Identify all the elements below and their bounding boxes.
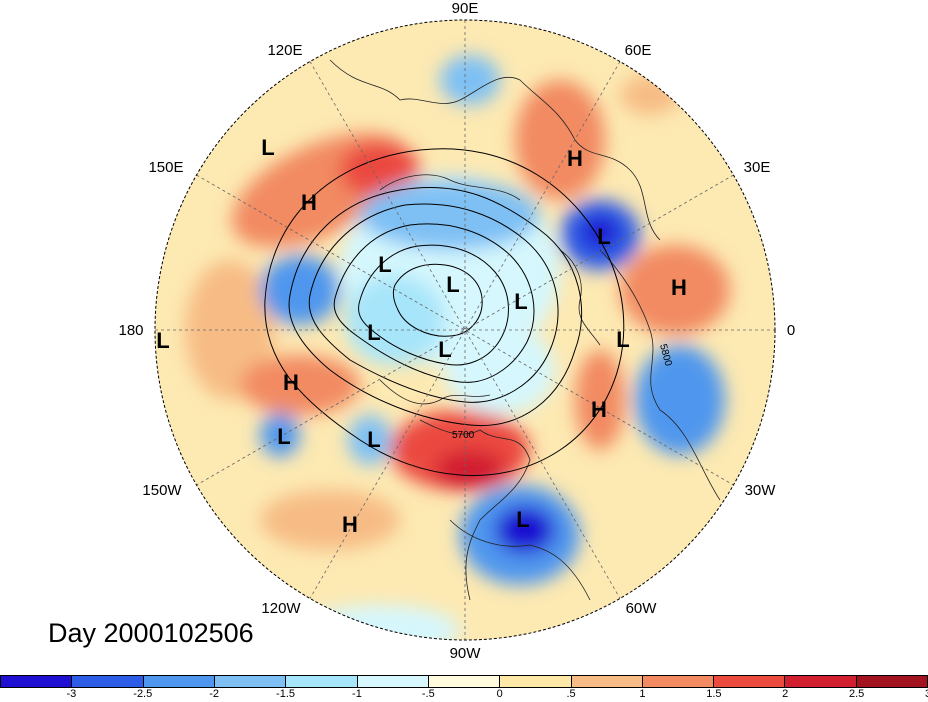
low-center: L: [367, 427, 380, 452]
colorbar-tick-label: .5: [566, 688, 576, 700]
colorbar-tick-label: 2: [782, 688, 789, 700]
colorbar-tick-label: -1.5: [276, 688, 296, 700]
map-title: Day 2000102506: [48, 618, 254, 648]
low-center: L: [156, 328, 169, 353]
colorbar-swatch: [357, 676, 429, 687]
high-center: H: [283, 370, 299, 395]
colorbar-swatch: [642, 676, 715, 687]
contour-label-5700: 5700: [452, 430, 475, 441]
colorbar-swatch: [214, 676, 287, 687]
colorbar-swatch: [286, 676, 358, 687]
high-center: H: [301, 190, 317, 215]
colorbar-tick-label: -3: [66, 688, 77, 700]
lon-label-150e: 150E: [148, 159, 183, 176]
colorbar-swatch: [1, 676, 73, 687]
lon-label-180: 180: [118, 322, 143, 339]
colorbar: [0, 675, 928, 688]
coastlines: [329, 59, 721, 601]
high-center: H: [671, 275, 687, 300]
high-center: H: [342, 512, 358, 537]
lon-label-150w: 150W: [142, 482, 182, 499]
colorbar-swatch: [72, 676, 144, 687]
lon-label-90w: 90W: [450, 645, 482, 662]
colorbar-swatch: [785, 676, 857, 687]
colorbar-swatch: [428, 676, 501, 687]
lon-label-60e: 60E: [625, 42, 652, 59]
colorbar-tick-label: -.5: [421, 688, 435, 700]
lon-label-30w: 30W: [745, 482, 777, 499]
longitude-labels: 90E 60E 120E 30E 150E 0 180 30W 150W 60W…: [118, 0, 795, 662]
lon-label-90e: 90E: [452, 0, 479, 17]
colorbar-tick-label: -1: [352, 688, 362, 700]
lon-label-120e: 120E: [267, 42, 302, 59]
colorbar-tick-label: 2.5: [848, 688, 865, 700]
lon-label-0: 0: [787, 322, 795, 339]
colorbar-tick-label: 3: [925, 688, 928, 700]
low-center: L: [516, 507, 529, 532]
lon-label-60w: 60W: [626, 600, 658, 617]
geopotential-contours: [264, 148, 625, 476]
pressure-centers: L H H L L L L H L L L L H H L L H L: [156, 135, 687, 537]
colorbar-tick-label: -2.5: [133, 688, 153, 700]
low-center: L: [438, 337, 451, 362]
low-center: L: [261, 135, 274, 160]
colorbar-tick-label: 0: [496, 688, 503, 700]
colorbar-swatch: [500, 676, 572, 687]
lon-label-30e: 30E: [744, 159, 771, 176]
map-boundary: [154, 19, 776, 641]
colorbar-tick-label: 1.5: [706, 688, 722, 700]
colorbar-tick-label: -2: [209, 688, 220, 700]
lon-label-120w: 120W: [261, 600, 301, 617]
low-center: L: [367, 320, 380, 345]
low-center: L: [446, 272, 459, 297]
graticule: [155, 20, 775, 640]
colorbar-swatch: [714, 676, 786, 687]
low-center: L: [378, 252, 391, 277]
high-center: H: [591, 397, 607, 422]
colorbar-swatch: [571, 676, 643, 687]
anomaly-field: [155, 20, 775, 640]
colorbar-tick-label: 1: [639, 688, 646, 700]
colorbar-ticks: -3 -2.5 -2 -1.5 -1 -.5 0 .5 1 1.5 2 2.5 3: [0, 688, 928, 702]
high-center: H: [567, 146, 583, 171]
low-center: L: [514, 289, 527, 314]
low-center: L: [616, 327, 629, 352]
polar-stereographic-map: 90E 60E 120E 30E 150E 0 180 30W 150W 60W…: [118, 0, 795, 662]
colorbar-swatch: [143, 676, 215, 687]
low-center: L: [277, 424, 290, 449]
low-center: L: [597, 224, 610, 249]
colorbar-swatch: [856, 676, 928, 687]
